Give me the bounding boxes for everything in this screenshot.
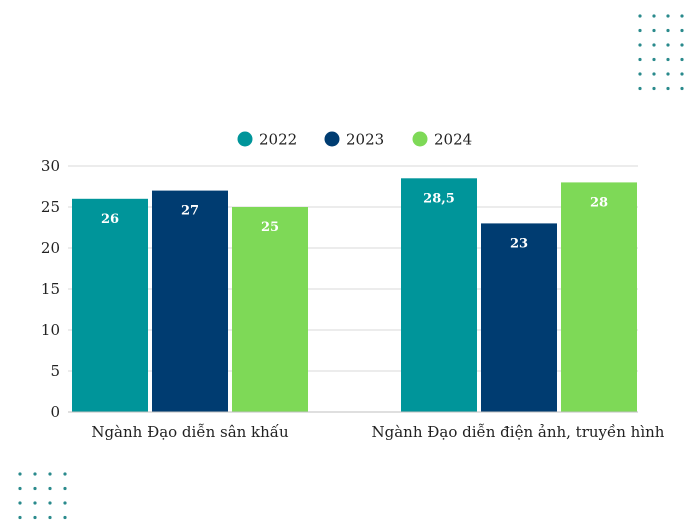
legend-swatch	[324, 131, 340, 147]
decorative-dot	[48, 515, 52, 520]
y-tick-label: 25	[41, 198, 60, 216]
data-label: 25	[261, 220, 279, 235]
legend-swatch	[237, 131, 253, 147]
legend-label: 2022	[259, 131, 297, 149]
legend-swatch	[412, 131, 428, 147]
data-label: 23	[510, 236, 528, 251]
y-tick-label: 10	[41, 321, 60, 339]
decorative-dot-pattern-bottom-left	[18, 472, 67, 520]
bar-2023-2	[481, 223, 557, 412]
decorative-dot	[652, 57, 656, 62]
decorative-dot	[18, 515, 22, 520]
decorative-dot	[638, 14, 642, 18]
legend-label: 2024	[434, 131, 472, 149]
decorative-dot	[48, 501, 52, 505]
decorative-dot	[680, 57, 684, 62]
decorative-dot	[33, 515, 37, 520]
bar-2022-2	[401, 178, 477, 412]
legend-label: 2023	[346, 131, 384, 149]
decorative-dot	[18, 472, 22, 476]
decorative-dot	[638, 86, 642, 91]
decorative-dot	[652, 14, 656, 18]
decorative-dot	[638, 28, 642, 33]
decorative-dot	[638, 57, 642, 62]
decorative-dot	[680, 28, 684, 33]
bar-2022-1	[72, 198, 148, 412]
decorative-dot	[63, 515, 67, 520]
decorative-dot	[652, 43, 656, 47]
decorative-dot-pattern-top-right	[638, 14, 684, 91]
decorative-dot	[666, 86, 670, 91]
decorative-dot	[666, 57, 670, 62]
y-tick-label: 0	[50, 403, 60, 421]
y-tick-label: 30	[41, 157, 60, 175]
data-label: 27	[181, 204, 199, 219]
data-label: 26	[101, 212, 119, 227]
category-label: Ngành Đạo diễn sân khấu	[91, 423, 289, 441]
category-label: Ngành Đạo diễn điện ảnh, truyền hình	[372, 423, 665, 441]
decorative-dot	[680, 14, 684, 18]
decorative-dot	[666, 14, 670, 18]
decorative-dot	[666, 72, 670, 76]
decorative-dot	[63, 472, 67, 476]
decorative-dot	[18, 501, 22, 505]
decorative-dot	[18, 486, 22, 491]
decorative-dot	[652, 86, 656, 91]
chart-bars: 26 27 25 28,5 23 28	[72, 178, 637, 412]
y-axis: 0 5 10 15 20 25 30	[41, 157, 60, 421]
data-label: 28	[590, 195, 608, 210]
legend-item-2024: 2024	[412, 131, 472, 149]
data-label: 28,5	[423, 191, 455, 206]
y-tick-label: 20	[41, 239, 60, 257]
decorative-dot	[48, 472, 52, 476]
bar-2024-2	[561, 182, 637, 412]
decorative-dot	[680, 72, 684, 76]
decorative-dot	[638, 43, 642, 47]
decorative-dot	[652, 28, 656, 33]
chart-legend: 2022 2023 2024	[237, 131, 472, 149]
decorative-dot	[33, 472, 37, 476]
decorative-dot	[666, 43, 670, 47]
bar-2024-1	[232, 207, 308, 412]
decorative-dot	[638, 72, 642, 76]
decorative-dot	[33, 501, 37, 505]
bar-2023-1	[152, 190, 228, 412]
legend-item-2022: 2022	[237, 131, 297, 149]
decorative-dot	[33, 486, 37, 491]
legend-item-2023: 2023	[324, 131, 384, 149]
y-tick-label: 5	[50, 362, 60, 380]
y-tick-label: 15	[41, 280, 60, 298]
decorative-dot	[63, 486, 67, 491]
x-axis: Ngành Đạo diễn sân khấu Ngành Đạo diễn đi…	[68, 411, 665, 441]
decorative-dot	[680, 43, 684, 47]
decorative-dot	[652, 72, 656, 76]
decorative-dot	[63, 501, 67, 505]
decorative-dot	[666, 28, 670, 33]
decorative-dot	[680, 86, 684, 91]
decorative-dot	[48, 486, 52, 491]
